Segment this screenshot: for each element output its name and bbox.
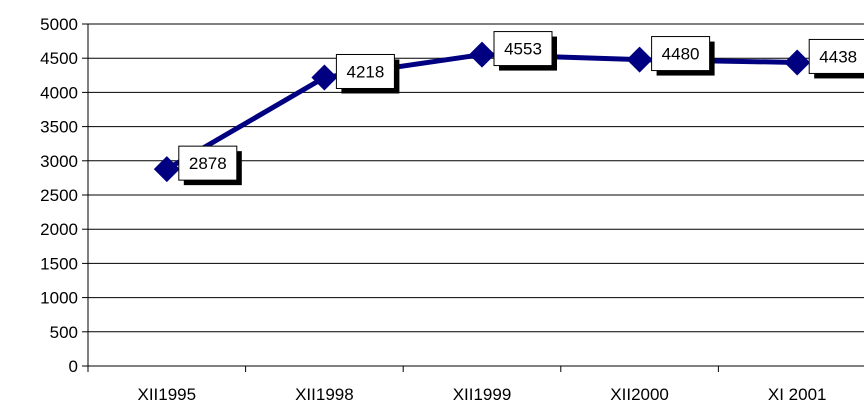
y-tick-label: 1000 — [40, 289, 78, 308]
x-tick-label: XII2000 — [610, 385, 669, 404]
data-point-marker — [784, 49, 811, 76]
data-point-marker — [469, 41, 495, 68]
data-label-box — [493, 31, 553, 67]
y-tick-label: 5000 — [40, 15, 78, 34]
y-tick-label: 0 — [69, 357, 78, 376]
x-tick-label: XII1995 — [137, 385, 196, 404]
data-point-marker — [153, 156, 180, 183]
y-tick-label: 1500 — [40, 254, 78, 273]
data-label: 4480 — [662, 45, 700, 64]
axes: 0 500 1000 1500 2000 2500 3000 3500 4000 4500 5000… — [40, 15, 864, 404]
y-tick-label: 500 — [50, 323, 78, 342]
y-tick-label: 2500 — [40, 186, 78, 205]
data-label-box — [651, 36, 711, 72]
data-label: 4438 — [819, 47, 857, 66]
y-tick-label: 3000 — [40, 152, 78, 171]
data-label-box — [808, 38, 864, 74]
data-labels: 2878 4218 4553 4480 4438 — [178, 31, 864, 186]
y-tick-label: 4500 — [40, 49, 78, 68]
data-label-box — [335, 53, 395, 89]
data-label-box — [178, 145, 238, 181]
y-tick-label: 2000 — [40, 220, 78, 239]
x-tick-label: XII1998 — [295, 385, 354, 404]
x-tick-label: XII1999 — [453, 385, 512, 404]
data-label: 4218 — [346, 62, 384, 81]
y-tick-label: 4000 — [40, 83, 78, 102]
data-label: 2878 — [189, 154, 227, 173]
data-label: 4553 — [504, 40, 542, 59]
x-tick-label: XI 2001 — [768, 385, 827, 404]
y-tick-label: 3500 — [40, 118, 78, 137]
data-point-marker — [311, 64, 338, 91]
data-point-marker — [626, 46, 653, 73]
